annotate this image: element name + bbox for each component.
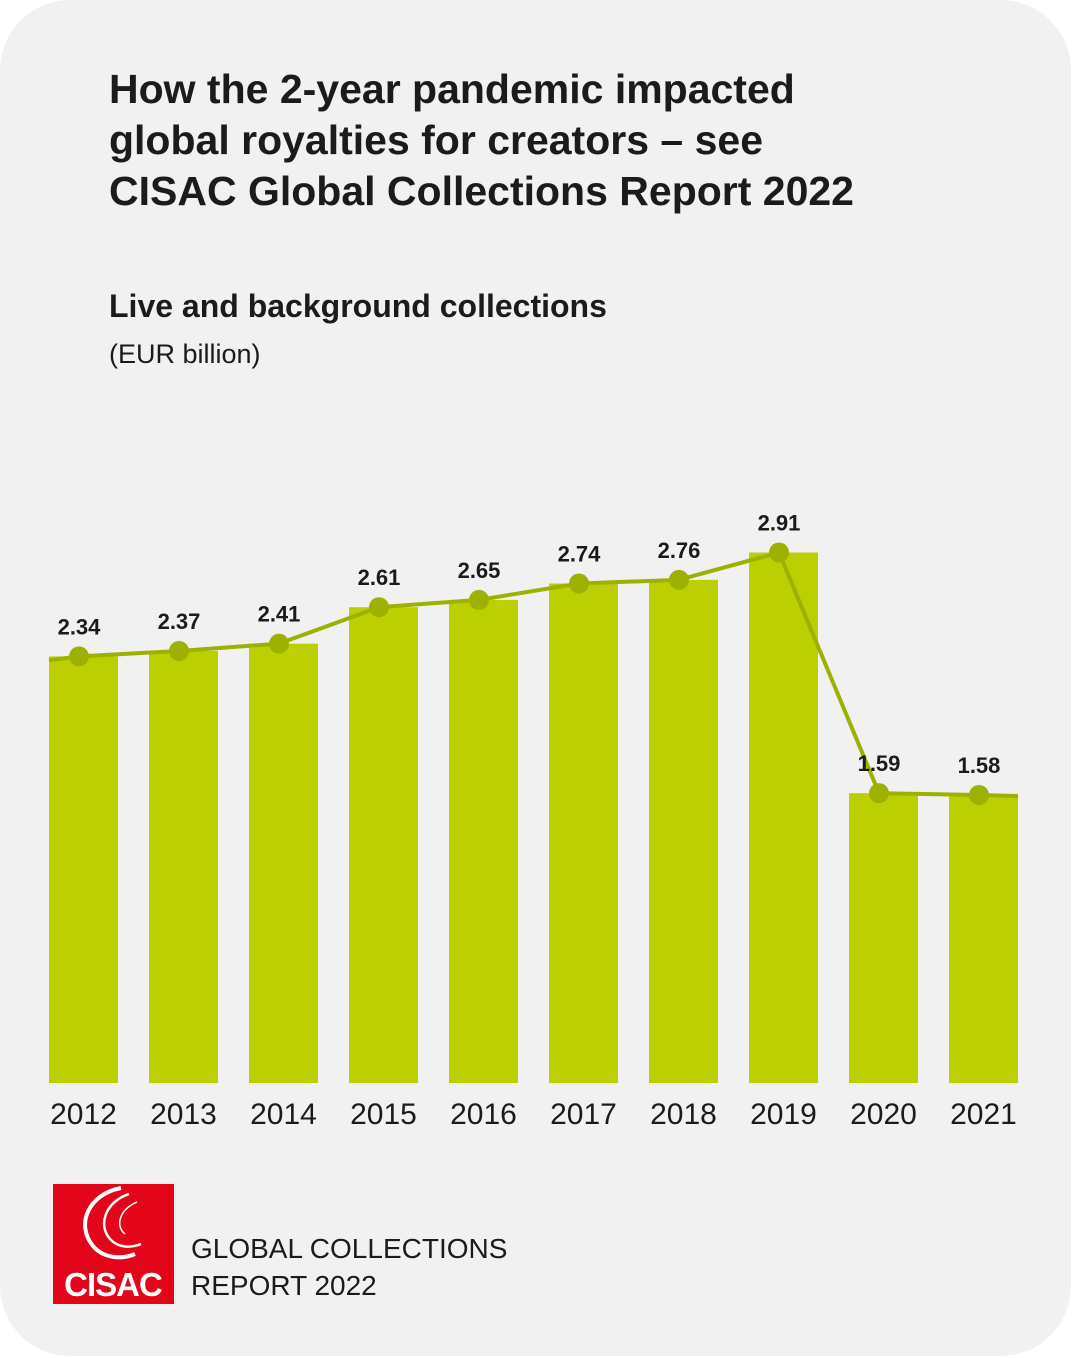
- value-label-2018: 2.76: [658, 538, 701, 563]
- value-label-2020: 1.59: [858, 751, 901, 776]
- bar-2015: [349, 607, 418, 1083]
- title-line-3: CISAC Global Collections Report 2022: [109, 168, 854, 214]
- x-axis-ticks: 2012 2013 2014 2015 2016 2017 2018 2019 2020 2021: [50, 1098, 1017, 1131]
- logo-wordmark: CISAC: [64, 1266, 162, 1303]
- x-tick-2018: 2018: [650, 1098, 717, 1131]
- chart-title: Live and background collections: [109, 288, 607, 324]
- x-tick-2016: 2016: [450, 1098, 517, 1131]
- x-tick-2012: 2012: [50, 1098, 117, 1131]
- page-title: How the 2-year pandemic impacted global …: [109, 64, 1009, 217]
- footer-report-name: GLOBAL COLLECTIONS REPORT 2022: [191, 1230, 507, 1304]
- bar-2014: [249, 643, 318, 1083]
- bar-2017: [549, 583, 618, 1083]
- point-marker-2019: [769, 542, 789, 563]
- bar-2020: [849, 793, 918, 1083]
- value-label-2017: 2.74: [558, 541, 602, 566]
- bar-2016: [449, 599, 518, 1083]
- value-label-2021: 1.58: [958, 753, 1001, 778]
- x-tick-2014: 2014: [250, 1098, 317, 1131]
- chart-unit: (EUR billion): [109, 339, 261, 369]
- x-tick-2017: 2017: [550, 1098, 617, 1131]
- x-tick-2013: 2013: [150, 1098, 217, 1131]
- point-marker-2014: [269, 633, 289, 654]
- footer-line-1: GLOBAL COLLECTIONS: [191, 1233, 508, 1264]
- bars-group: [49, 552, 1018, 1083]
- value-label-2012: 2.34: [58, 614, 102, 639]
- bar-2021: [949, 794, 1018, 1083]
- footer-line-2: REPORT 2022: [191, 1270, 377, 1301]
- point-marker-2017: [569, 573, 589, 594]
- trend-line-group: [48, 542, 1019, 805]
- title-line-1: How the 2-year pandemic impacted: [109, 66, 795, 112]
- value-label-2015: 2.61: [358, 565, 401, 590]
- bar-2013: [149, 650, 218, 1083]
- bar-2012: [49, 656, 118, 1083]
- point-marker-2021: [969, 784, 989, 805]
- point-marker-2012: [69, 646, 89, 667]
- point-marker-2018: [669, 569, 689, 590]
- value-label-2019: 2.91: [758, 511, 801, 536]
- value-label-2014: 2.41: [258, 602, 301, 627]
- bar-2019: [749, 552, 818, 1083]
- value-labels-group: 2.34 2.37 2.41 2.61 2.65 2.74 2.76 2.91 1.59 1.58: [58, 511, 1001, 778]
- title-line-2: global royalties for creators – see: [109, 117, 763, 163]
- value-label-2016: 2.65: [458, 558, 501, 583]
- cisac-logo-icon: CISAC: [53, 1184, 174, 1304]
- point-marker-2020: [869, 783, 889, 804]
- point-marker-2015: [369, 597, 389, 618]
- point-marker-2013: [169, 640, 189, 661]
- bar-2018: [649, 579, 718, 1083]
- value-label-2013: 2.37: [158, 609, 201, 634]
- trend-line: [48, 550, 1019, 798]
- bar-chart: 2.34 2.37 2.41 2.61 2.65 2.74 2.76 2.91 1.59 1.58…: [48, 511, 1019, 1131]
- x-tick-2019: 2019: [750, 1098, 817, 1131]
- point-marker-2016: [469, 589, 489, 610]
- x-tick-2021: 2021: [950, 1098, 1017, 1131]
- x-tick-2015: 2015: [350, 1098, 417, 1131]
- x-tick-2020: 2020: [850, 1098, 917, 1131]
